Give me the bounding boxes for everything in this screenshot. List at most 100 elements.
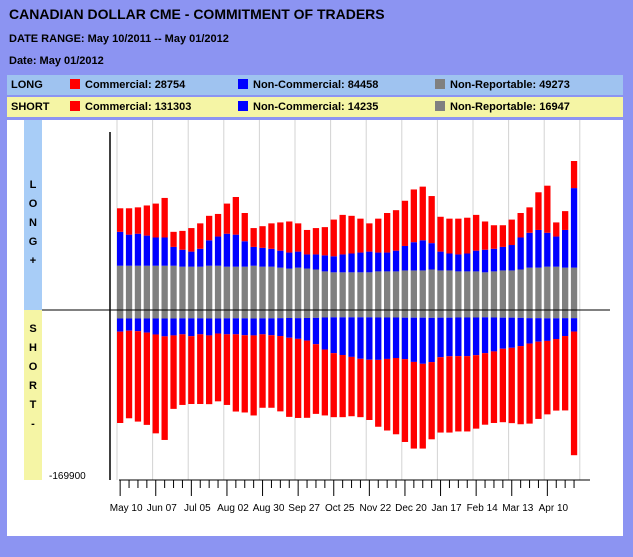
bar-long-non-reportable [526,267,533,310]
bar-long-non-commercial [303,254,311,269]
bar-long-non-reportable [277,267,284,310]
bar-long-commercial [553,222,560,237]
short-legend-band: SHORT Commercial: 131303 Non-Commercial:… [7,97,623,117]
bar-short-commercial [161,336,168,440]
bar-long-commercial [428,196,435,244]
long-non-commercial-legend: Non-Commercial: 84458 [238,79,378,91]
bar-long-non-reportable [214,265,222,310]
bar-long-non-commercial [401,245,409,271]
bar-short-commercial [312,344,320,414]
bar-short-non-commercial [232,318,239,335]
bar-short-commercial [339,355,346,418]
bar-short-commercial [410,361,417,449]
bar-long-non-commercial [152,237,159,266]
x-tick-label: Mar 13 [502,503,534,514]
bar-long-non-commercial [517,237,524,270]
bar-short-non-reportable [241,310,248,319]
bar-long-non-commercial [232,234,239,267]
bar-short-non-commercial [179,318,186,335]
bar-short-non-reportable [481,310,489,318]
x-tick-label: Jan 17 [432,503,462,514]
bar-long-commercial [188,228,195,252]
x-tick-label: Sep 27 [288,503,320,514]
bar-short-commercial [570,331,578,456]
bar-long-non-reportable [286,268,293,310]
x-tick-label: Jul 05 [184,503,211,514]
bar-long-non-commercial [268,248,275,267]
bar-long-non-commercial [553,236,560,267]
bar-long-commercial [134,207,142,234]
short-non-commercial-legend: Non-Commercial: 14235 [238,101,378,113]
bar-short-non-reportable [553,310,560,319]
bar-long-non-commercial [562,229,569,268]
bar-long-non-reportable [295,267,302,310]
bar-long-commercial [241,213,248,242]
bar-long-commercial [499,225,506,247]
bar-short-non-commercial [544,318,551,341]
bar-long-non-reportable [553,266,560,310]
bar-long-non-reportable [250,265,257,310]
bar-long-non-reportable [348,272,355,310]
bar-short-non-reportable [143,310,150,319]
bar-long-non-commercial [286,252,293,269]
bar-long-commercial [295,223,302,252]
bar-long-commercial [179,230,186,250]
bar-long-non-reportable [312,269,320,310]
short-non-commercial-value: Non-Commercial: 14235 [253,101,379,113]
bar-long-commercial [348,215,355,254]
bar-short-non-reportable [544,310,551,319]
bar-short-non-commercial [553,318,560,340]
bar-short-non-reportable [357,310,364,318]
bar-short-non-commercial [223,318,231,335]
x-tick-label: Dec 20 [395,503,427,514]
bar-short-non-reportable [446,310,453,318]
bar-short-commercial [250,335,257,416]
blue-swatch-icon [238,79,248,89]
bar-short-non-commercial [303,317,311,341]
bar-short-commercial [464,356,471,432]
bar-long-non-reportable [197,266,204,310]
bar-short-commercial [268,335,275,408]
bar-long-non-reportable [134,265,142,310]
bar-short-non-commercial [375,317,382,360]
bar-long-non-reportable [117,265,124,310]
bar-short-commercial [562,336,569,411]
bar-short-non-commercial [348,317,355,357]
bar-short-commercial [517,346,524,425]
bar-long-non-commercial [277,250,284,268]
bar-short-non-reportable [152,310,159,319]
bar-long-non-reportable [481,272,489,310]
long-side-band [24,120,42,310]
bar-long-commercial [206,215,213,241]
bar-long-commercial [232,196,239,235]
bar-short-non-commercial [241,318,248,336]
bar-long-non-reportable [446,270,453,310]
bar-short-non-reportable [428,310,435,318]
bar-short-commercial [303,340,311,418]
bar-long-non-commercial [392,250,400,272]
long-side-letter: + [30,255,36,267]
x-tick-label: Nov 22 [360,503,392,514]
bar-long-non-commercial [446,253,453,271]
bar-short-commercial [366,359,373,420]
bar-long-commercial [508,219,515,246]
bar-short-non-commercial [277,318,284,337]
bar-long-commercial [259,226,266,248]
short-side-letter: H [29,342,37,354]
bar-long-commercial [277,222,284,251]
bar-long-commercial [375,218,382,253]
bar-long-non-commercial [535,229,542,268]
bar-short-non-reportable [570,310,578,319]
bar-short-non-commercial [401,317,409,360]
bar-long-non-reportable [490,271,498,310]
bar-short-commercial [170,335,177,409]
bar-short-commercial [330,353,337,418]
bar-long-commercial [161,197,168,238]
bar-short-non-reportable [250,310,257,319]
bar-long-non-reportable [223,266,231,310]
bar-long-non-reportable [535,267,542,310]
bar-short-non-reportable [117,310,124,319]
bar-long-non-reportable [562,267,569,310]
bar-short-non-commercial [161,318,168,337]
cot-stacked-bar-chart: LONG+SHORT- -169900 May 10 Jun 07 Jul 05 Au… [24,120,610,514]
